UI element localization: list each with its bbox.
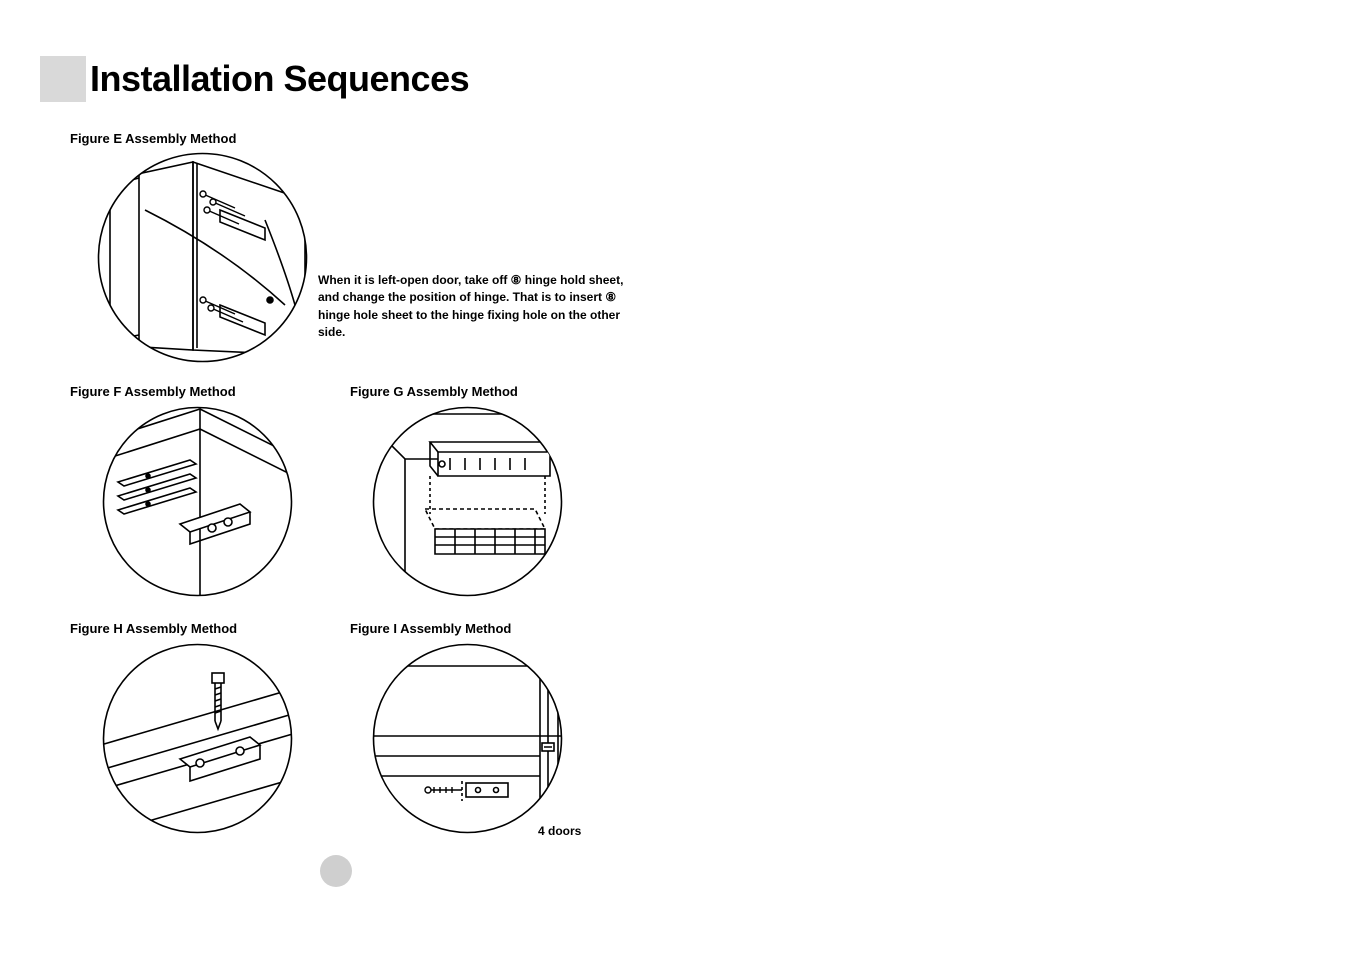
figure-e-illustration xyxy=(95,150,310,365)
page-number-dot xyxy=(320,855,352,887)
figure-i-label: Figure I Assembly Method xyxy=(350,621,511,636)
figure-g-illustration xyxy=(370,404,565,599)
page-title: Installation Sequences xyxy=(90,58,469,100)
figure-i-illustration xyxy=(370,641,565,836)
figure-g-label: Figure G Assembly Method xyxy=(350,384,518,399)
figure-h-label: Figure H Assembly Method xyxy=(70,621,237,636)
figure-h-illustration xyxy=(100,641,295,836)
page-header: Installation Sequences xyxy=(40,56,469,102)
four-doors-label: 4 doors xyxy=(538,824,581,838)
figure-e-label: Figure E Assembly Method xyxy=(70,131,236,146)
figure-f-illustration xyxy=(100,404,295,599)
figure-f-label: Figure F Assembly Method xyxy=(70,384,236,399)
header-accent-box xyxy=(40,56,86,102)
figure-e-note: When it is left-open door, take off ⑧ hi… xyxy=(318,272,638,342)
